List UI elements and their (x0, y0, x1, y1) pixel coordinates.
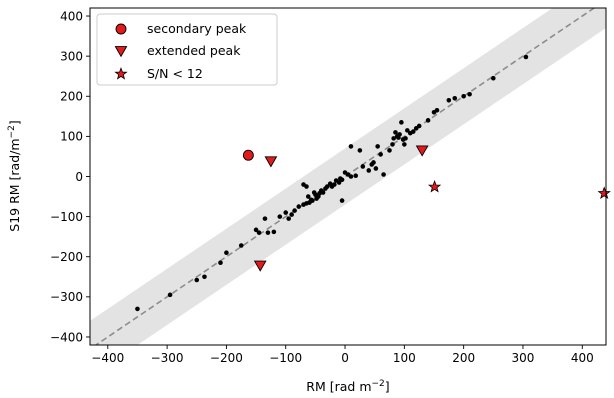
data-point-extended-peak-0 (264, 156, 278, 168)
y-tick-label: 200 (60, 90, 83, 104)
data-point-main-30 (320, 190, 326, 195)
data-point-main-81 (348, 144, 354, 149)
data-point-extended-peak-2 (253, 260, 267, 272)
data-point-main-54 (387, 148, 392, 153)
data-point-main-46 (360, 164, 366, 169)
y-tick-label: 0 (75, 170, 83, 184)
data-point-main-67 (410, 129, 416, 134)
data-point-main-9 (262, 216, 268, 221)
data-point-main-10 (265, 230, 271, 235)
data-point-main-51 (375, 144, 380, 149)
y-tick-label: 100 (60, 130, 83, 144)
x-tick-label: −400 (91, 351, 124, 365)
data-point-main-63 (402, 142, 407, 147)
data-point-main-77 (491, 75, 496, 81)
data-point-main-37 (336, 180, 342, 185)
data-point-main-76 (467, 91, 472, 97)
legend-label-sn-lt-12: S/N < 12 (147, 66, 203, 81)
data-point-main-50 (373, 166, 379, 171)
data-point-main-20 (305, 194, 311, 199)
data-point-main-45 (357, 148, 363, 153)
data-point-main-74 (452, 95, 458, 101)
legend-marker-star (114, 67, 128, 80)
legend-label-secondary-peak: secondary peak (147, 21, 247, 36)
data-point-main-57 (393, 130, 398, 135)
y-tick-label: −400 (50, 330, 83, 344)
data-point-main-80 (301, 182, 306, 187)
data-point-main-35 (332, 182, 337, 187)
data-point-main-4 (218, 260, 223, 266)
y-axis-label: S19 RM [rad/m−2] (7, 120, 22, 231)
data-point-main-52 (378, 152, 383, 157)
data-point-main-23 (310, 198, 315, 203)
data-point-main-73 (446, 97, 452, 103)
legend-box (96, 13, 278, 86)
data-point-main-8 (256, 230, 262, 235)
y-tick-label: −300 (50, 290, 83, 304)
data-point-main-0 (135, 306, 140, 312)
data-point-main-2 (194, 277, 200, 283)
data-point-main-47 (366, 168, 372, 173)
data-point-main-75 (461, 93, 466, 99)
legend-label-extended-peak: extended peak (147, 43, 241, 58)
data-point-main-11 (271, 229, 277, 235)
data-point-main-39 (339, 177, 345, 183)
y-tick-label: −200 (50, 250, 83, 264)
data-point-main-55 (390, 142, 395, 147)
data-point-main-72 (434, 108, 440, 113)
data-point-main-60 (397, 132, 402, 137)
data-point-main-53 (381, 172, 386, 177)
data-point-main-16 (292, 208, 297, 213)
data-point-main-12 (277, 214, 283, 219)
data-point-s-n-12-0 (427, 179, 442, 193)
data-point-main-49 (371, 160, 376, 165)
data-point-main-5 (224, 250, 229, 256)
legend: secondary peak extended peak S/N < 12 (96, 13, 278, 86)
data-point-main-44 (353, 173, 359, 178)
data-point-main-78 (523, 54, 529, 60)
data-point-main-17 (296, 204, 302, 209)
data-point-main-14 (286, 216, 291, 221)
data-point-main-65 (405, 128, 410, 133)
data-point-secondary-peak-0 (242, 149, 254, 161)
x-axis-label: RM [rad m−2] (306, 379, 389, 394)
data-point-s-n-12-1 (597, 186, 611, 199)
data-point-main-56 (391, 136, 396, 141)
x-tick-label: −200 (210, 351, 243, 365)
y-tick-label: 400 (60, 9, 83, 23)
x-tick-label: 100 (393, 351, 416, 365)
x-tick-label: −300 (151, 351, 184, 365)
x-tick-label: 200 (452, 351, 475, 365)
x-tick-label: −100 (269, 351, 302, 365)
data-point-main-13 (283, 210, 289, 215)
data-point-main-61 (399, 120, 404, 125)
legend-marker-circle (115, 23, 127, 35)
data-point-main-40 (339, 198, 345, 203)
data-point-main-1 (167, 292, 173, 298)
data-point-extended-peak-1 (415, 145, 429, 157)
data-point-main-69 (416, 123, 422, 129)
data-point-main-64 (403, 136, 408, 141)
data-point-main-70 (425, 118, 431, 123)
x-tick-label: 0 (341, 351, 349, 365)
y-tick-label: 300 (60, 49, 83, 63)
legend-marker-triangle (114, 46, 128, 58)
data-point-main-15 (289, 212, 294, 217)
data-point-main-7 (253, 227, 259, 233)
x-tick-label: 400 (571, 351, 594, 365)
data-point-main-6 (238, 243, 244, 248)
data-point-main-32 (324, 184, 330, 189)
y-tick-label: −100 (50, 210, 83, 224)
data-point-main-43 (348, 174, 354, 179)
x-tick-label: 300 (512, 351, 535, 365)
data-point-main-3 (202, 274, 207, 280)
